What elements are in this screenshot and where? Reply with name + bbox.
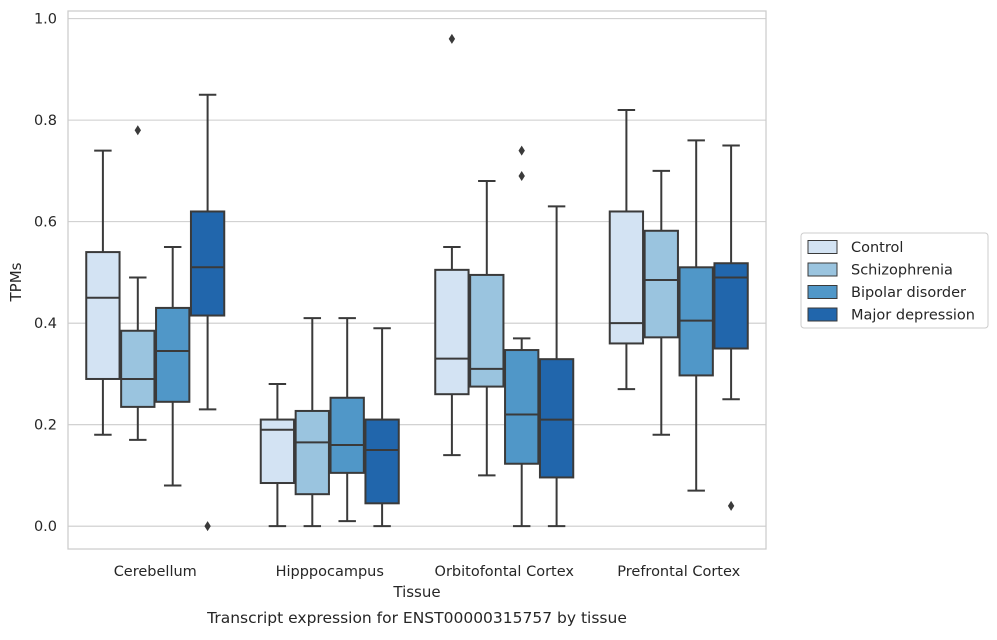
outlier-point <box>204 521 211 532</box>
box-iqr <box>504 349 540 465</box>
legend-swatch <box>807 307 838 322</box>
box <box>678 139 714 492</box>
plot-frame <box>67 10 767 550</box>
series-major-depression <box>189 93 749 532</box>
legend-swatch <box>807 285 838 299</box>
x-tick-label: Orbitofontal Cortex <box>435 564 575 580</box>
box-iqr <box>364 418 400 505</box>
x-tick-label: Cerebellum <box>114 564 197 580</box>
y-tick-label: 1.0 <box>34 12 57 28</box>
x-tick-labels: Cerebellum Hipppocampus Orbitofontal Corte… <box>114 564 741 580</box>
y-tick-label: 0.6 <box>34 215 57 231</box>
box-iqr <box>469 273 505 388</box>
box-iqr <box>538 358 575 479</box>
series-bipolar-disorder <box>155 139 714 528</box>
box <box>538 205 575 528</box>
box <box>259 383 296 528</box>
outlier-point <box>518 145 525 156</box>
legend-label: Schizophrenia <box>851 263 953 279</box>
box-iqr <box>434 268 470 396</box>
box-series <box>85 33 749 532</box>
box <box>364 327 400 528</box>
box <box>294 317 330 528</box>
legend-label: Control <box>851 240 903 256</box>
outlier-point <box>727 500 735 511</box>
outlier-point <box>518 170 525 181</box>
box <box>155 246 191 487</box>
y-tick-label: 0.4 <box>34 316 57 332</box>
x-tick-label: Prefrontal Cortex <box>617 564 740 580</box>
y-axis-label: TPMs <box>7 262 25 302</box>
legend-item: Major depression <box>807 307 975 324</box>
box <box>713 144 749 511</box>
legend-swatch <box>807 240 838 254</box>
legend-label: Major depression <box>851 308 975 324</box>
box-iqr <box>155 306 191 403</box>
box-iqr <box>120 329 156 408</box>
box <box>85 149 121 436</box>
box <box>434 33 470 457</box>
box-iqr <box>713 262 749 350</box>
legend-item: Bipolar disorder <box>807 285 966 301</box>
box-iqr <box>85 251 121 380</box>
x-axis-label: Tissue <box>392 583 440 601</box>
box-iqr <box>608 210 645 345</box>
x-tick-label: Hipppocampus <box>276 564 384 580</box>
box-iqr <box>329 396 365 474</box>
outlier-point <box>448 33 456 44</box>
legend-swatch <box>807 262 838 277</box>
box <box>120 125 156 441</box>
box-iqr <box>189 210 226 317</box>
y-tick-label: 0.0 <box>34 519 57 535</box>
box <box>329 317 365 523</box>
chart-caption: Transcript expression for ENST0000031575… <box>206 609 627 627</box>
series-schizophrenia <box>120 125 679 528</box>
box <box>189 93 226 532</box>
y-tick-label: 0.8 <box>34 113 57 129</box>
legend-frame <box>800 232 989 329</box>
series-control <box>85 33 645 528</box>
y-tick-label: 0.2 <box>34 418 57 434</box>
outlier-point <box>134 125 141 136</box>
legend: Control Schizophrenia Bipolar disorder Majo… <box>800 232 989 329</box>
legend-item: Control <box>807 240 903 256</box>
legend-label: Bipolar disorder <box>851 285 966 301</box>
box <box>469 180 505 477</box>
box <box>608 108 645 391</box>
y-tick-labels: 0.0 0.2 0.4 0.6 0.8 1.0 <box>34 12 57 536</box>
box-iqr <box>643 229 679 339</box>
legend-item: Schizophrenia <box>807 262 953 279</box>
box <box>643 169 679 436</box>
box-iqr <box>294 409 330 496</box>
box <box>504 145 540 528</box>
